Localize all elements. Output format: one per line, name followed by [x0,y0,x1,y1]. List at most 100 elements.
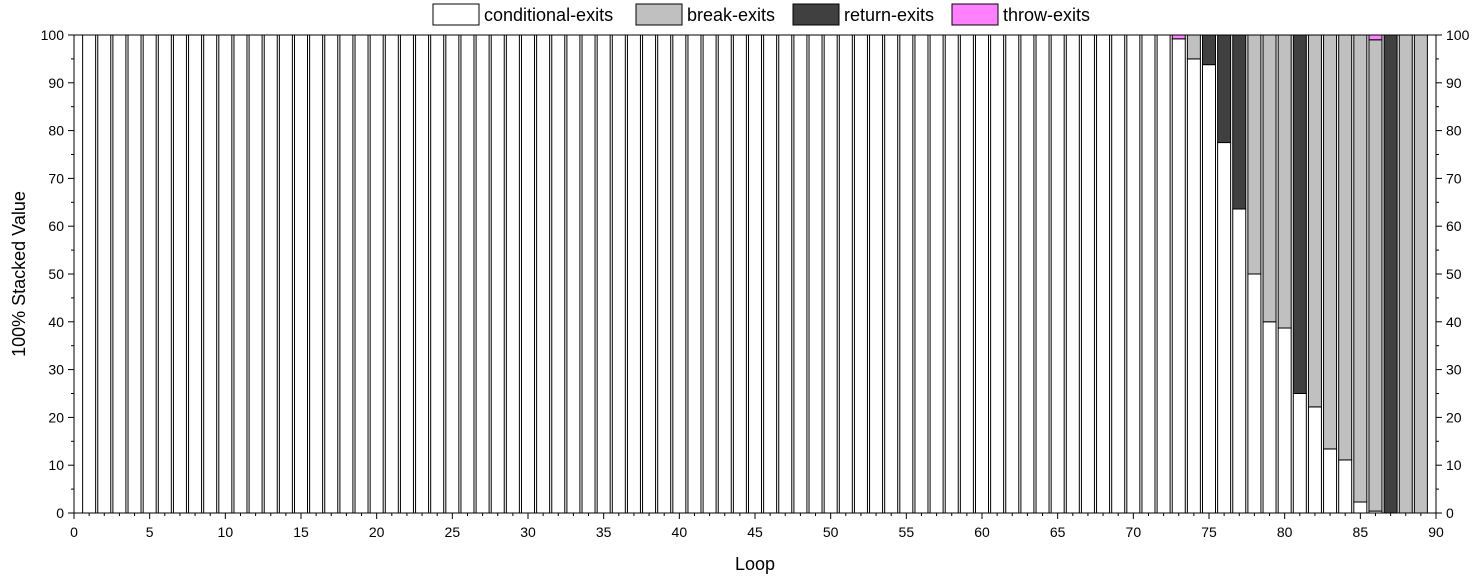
bar-segment-conditional-exits [203,34,218,514]
y-tick-label-right: 40 [1446,314,1462,330]
bar-segment-conditional-exits [415,34,430,514]
bar-segment-return-exits [1292,34,1307,394]
bar-segment-conditional-exits [445,34,460,514]
bar-segment-conditional-exits [884,34,899,514]
legend-label-return-exits: return-exits [844,5,934,25]
bar-segment-conditional-exits [218,34,233,514]
legend-swatch-conditional-exits [432,3,480,26]
bar-segment-return-exits [1383,34,1398,514]
bar-segment-conditional-exits [1292,393,1307,514]
legend-swatch-break-exits [635,3,683,26]
bar-segment-break-exits [1307,34,1322,408]
y-tick-label-left: 100 [41,27,65,43]
bar-segment-conditional-exits [869,34,884,514]
bar-segment-break-exits [1323,34,1338,450]
x-axis-title: Loop [735,554,775,574]
bar-segment-conditional-exits [430,34,445,514]
y-tick-label-left: 0 [56,505,64,521]
x-tick-label: 40 [672,524,688,540]
y-tick-label-left: 30 [48,362,64,378]
bar-segment-conditional-exits [384,34,399,514]
bar-segment-conditional-exits [142,34,157,514]
bar-segment-conditional-exits [1201,64,1217,514]
bar-segment-conditional-exits [1247,273,1262,514]
bar-segment-break-exits [1398,34,1413,514]
x-tick-label: 10 [218,524,234,540]
bar-segment-conditional-exits [551,34,566,514]
x-tick-label: 75 [1201,524,1217,540]
bar-segment-break-exits [1413,34,1428,514]
y-tick-label-right: 50 [1446,266,1462,282]
bar-segment-conditional-exits [717,34,732,514]
bar-segment-conditional-exits [520,34,536,514]
bar-segment-conditional-exits [248,34,263,514]
bar-segment-conditional-exits [990,34,1005,514]
bar-segment-conditional-exits [339,34,354,514]
bar-segment-conditional-exits [1035,34,1050,514]
x-tick-label: 70 [1126,524,1142,540]
bar-segment-conditional-exits [1111,34,1126,514]
bar-segment-conditional-exits [1338,459,1353,514]
bar-segment-conditional-exits [657,34,672,514]
bar-segment-conditional-exits [157,34,172,514]
bar-segment-conditional-exits [278,34,293,514]
bar-segment-conditional-exits [1323,448,1338,514]
bar-segment-conditional-exits [778,34,793,514]
x-tick-label: 90 [1428,524,1444,540]
bar-segment-break-exits [1338,34,1353,461]
x-tick-label: 85 [1353,524,1369,540]
bar-segment-conditional-exits [747,34,763,514]
legend-label-conditional-exits: conditional-exits [484,5,613,25]
bar-segment-conditional-exits [309,34,324,514]
x-tick-label: 15 [293,524,309,540]
bar-segment-return-exits [1201,34,1217,66]
y-tick-label-right: 60 [1446,218,1462,234]
x-tick-label: 30 [520,524,536,540]
bar-segment-conditional-exits [233,34,248,514]
x-tick-label: 0 [70,524,78,540]
bar-segment-conditional-exits [732,34,747,514]
bar-segment-conditional-exits [399,34,414,514]
x-tick-label: 25 [445,524,461,540]
bar-segment-conditional-exits [1307,406,1322,514]
bar-segment-conditional-exits [566,34,581,514]
bar-segment-conditional-exits [1096,34,1111,514]
bar-segment-conditional-exits [808,34,823,514]
bar-segment-return-exits [1217,34,1232,144]
bar-segment-break-exits [1262,34,1277,323]
y-tick-label-left: 20 [48,409,64,425]
bar-segment-conditional-exits [1141,34,1156,514]
x-tick-label: 80 [1277,524,1293,540]
legend-swatch-throw-exits [951,3,999,26]
legend: conditional-exits break-exits return-exits… [432,3,1090,26]
bar-segment-conditional-exits [172,34,187,514]
bar-segment-conditional-exits [626,34,641,514]
y-tick-label-left: 90 [48,75,64,91]
x-tick-label: 5 [146,524,154,540]
bar-segment-conditional-exits [929,34,944,514]
bar-segment-conditional-exits [838,34,853,514]
y-tick-label-right: 90 [1446,75,1462,91]
bar-segment-conditional-exits [263,34,278,514]
bar-segment-conditional-exits [959,34,974,514]
y-tick-label-left: 60 [48,218,64,234]
bar-segment-conditional-exits [974,34,990,514]
legend-label-break-exits: break-exits [687,5,775,25]
bar-segment-conditional-exits [793,34,808,514]
bar-segment-conditional-exits [581,34,596,514]
bar-segment-break-exits [1353,34,1368,503]
bar-segment-conditional-exits [82,34,97,514]
bar-segment-conditional-exits [1005,34,1020,514]
y-tick-label-right: 0 [1446,505,1454,521]
bar-segment-conditional-exits [1186,58,1201,514]
bar-segment-conditional-exits [188,34,203,514]
y-tick-label-left: 10 [48,457,64,473]
bar-segment-conditional-exits [1262,321,1277,514]
y-axis-right: 0 10 20 30 40 50 60 70 80 90 100 [1436,27,1470,521]
y-tick-label-left: 70 [48,170,64,186]
x-tick-label: 50 [823,524,839,540]
bar-segment-conditional-exits [899,34,914,514]
bar-segment-conditional-exits [944,34,959,514]
bar-segment-conditional-exits [1217,142,1232,514]
